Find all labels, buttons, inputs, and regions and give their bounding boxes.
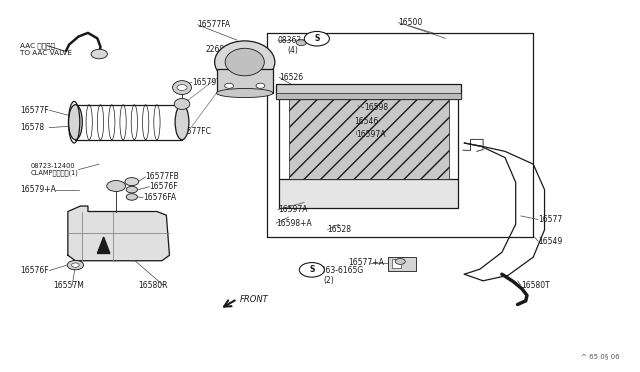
Text: 16598+A: 16598+A	[276, 219, 312, 228]
Circle shape	[67, 260, 84, 270]
Circle shape	[126, 194, 138, 200]
Text: 16557M: 16557M	[54, 280, 84, 290]
Text: 16597A: 16597A	[356, 130, 386, 139]
Circle shape	[107, 180, 125, 192]
Text: (4): (4)	[287, 46, 298, 55]
Ellipse shape	[175, 105, 189, 140]
Bar	[279, 179, 458, 208]
Text: 16528: 16528	[328, 225, 351, 234]
Circle shape	[177, 85, 187, 90]
Text: (2): (2)	[323, 276, 334, 285]
Circle shape	[304, 31, 330, 46]
Text: 08363-6165G: 08363-6165G	[312, 266, 364, 275]
Text: 16597A: 16597A	[278, 205, 307, 214]
Circle shape	[396, 259, 405, 264]
Text: FRONT: FRONT	[240, 295, 268, 304]
Text: ^ 65 0§ 06: ^ 65 0§ 06	[581, 353, 620, 359]
Text: 16577FB: 16577FB	[146, 172, 179, 182]
Text: 16579+A: 16579+A	[20, 185, 56, 194]
Ellipse shape	[216, 89, 273, 97]
Text: 16577F: 16577F	[20, 106, 49, 115]
Bar	[216, 69, 273, 93]
Circle shape	[256, 83, 265, 88]
Text: 16580T: 16580T	[521, 280, 550, 290]
Ellipse shape	[225, 48, 264, 76]
Polygon shape	[97, 237, 110, 253]
Ellipse shape	[174, 99, 190, 109]
Circle shape	[72, 263, 79, 267]
Bar	[392, 259, 401, 268]
Ellipse shape	[68, 105, 83, 140]
Bar	[276, 93, 461, 99]
Text: 16598: 16598	[364, 103, 388, 112]
Text: 16579: 16579	[192, 78, 216, 87]
Bar	[289, 99, 449, 179]
Text: 16500: 16500	[398, 18, 422, 27]
Text: 16549: 16549	[538, 237, 563, 246]
Text: 16580R: 16580R	[138, 280, 168, 290]
Text: 16577+A: 16577+A	[348, 258, 384, 267]
Text: 16577FC: 16577FC	[178, 127, 211, 136]
Text: 22680: 22680	[206, 45, 230, 54]
Bar	[388, 257, 416, 270]
Text: 16546: 16546	[354, 116, 378, 126]
Ellipse shape	[173, 81, 191, 94]
Text: 16526: 16526	[279, 73, 303, 82]
Bar	[276, 84, 461, 99]
Circle shape	[296, 40, 306, 46]
Text: 08363-63025: 08363-63025	[278, 36, 329, 45]
Circle shape	[300, 263, 324, 277]
Text: 16576FA: 16576FA	[143, 193, 176, 202]
Text: 16577: 16577	[538, 215, 563, 224]
Text: 16576F: 16576F	[149, 182, 178, 191]
Text: 08723-12400
CLAMPクランプ(1): 08723-12400 CLAMPクランプ(1)	[30, 163, 78, 176]
Ellipse shape	[214, 41, 275, 83]
Circle shape	[91, 49, 108, 59]
Text: AAC バルブへ
TO AAC VALVE: AAC バルブへ TO AAC VALVE	[20, 42, 72, 55]
Text: 16578: 16578	[20, 123, 44, 132]
Polygon shape	[68, 206, 170, 261]
Text: 16577FA: 16577FA	[198, 20, 231, 29]
Circle shape	[225, 83, 234, 88]
Circle shape	[125, 177, 139, 186]
Text: S: S	[309, 265, 314, 274]
Text: S: S	[314, 34, 319, 43]
Text: 16576F: 16576F	[20, 266, 49, 275]
Circle shape	[126, 186, 138, 193]
